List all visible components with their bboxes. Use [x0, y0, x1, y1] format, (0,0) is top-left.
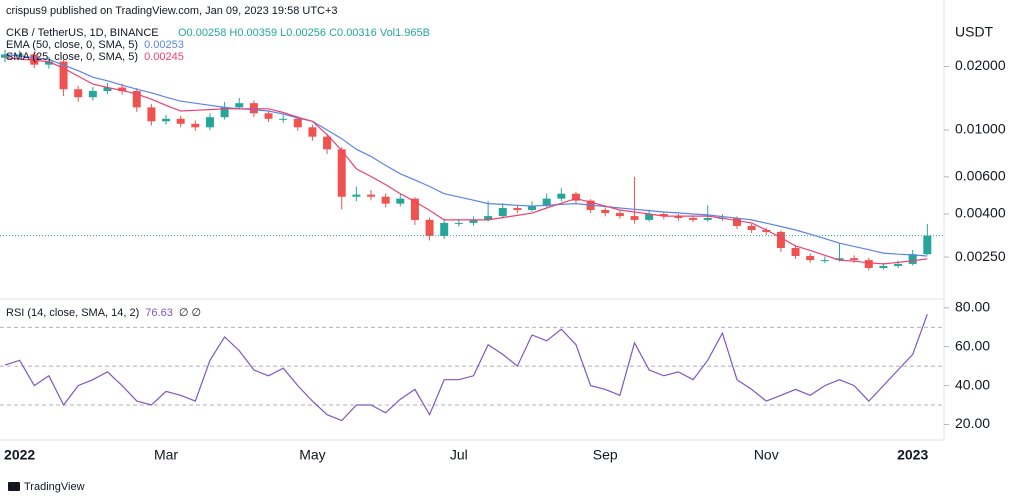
candle-body [762, 229, 771, 232]
candle-body [279, 118, 288, 120]
candle-body [235, 103, 244, 108]
candle-body [908, 254, 917, 264]
y-tick-label: 0.00400 [955, 205, 1006, 221]
candle-body [469, 219, 478, 223]
y-tick-label: 0.01000 [955, 121, 1006, 137]
candle-body [806, 255, 815, 261]
candle-body [733, 217, 741, 226]
legend-value: 76.63 [145, 307, 173, 319]
candle-body [835, 258, 844, 261]
indicator-line [4, 57, 928, 265]
published-note: crispus9 published on TradingView.com, J… [6, 5, 338, 17]
candle-body [118, 87, 127, 92]
price-unit: USDT [955, 24, 994, 40]
candle-body [44, 61, 53, 65]
candle-body [88, 91, 97, 98]
candle-body [103, 87, 112, 92]
candle-body [498, 208, 507, 217]
candle-body [894, 263, 903, 266]
candle-body [440, 222, 449, 236]
x-tick-label: May [299, 447, 325, 463]
legend-entry: SMA (25, close, 0, SMA, 5) [6, 51, 138, 63]
candle-body [645, 214, 654, 220]
candle-body [381, 196, 390, 204]
y-tick-label: 40.00 [955, 376, 990, 392]
candle-body [293, 118, 302, 128]
candle-body [74, 89, 83, 98]
symbol: CKB / TetherUS, 1D, BINANCE [6, 27, 159, 39]
candle-body [659, 214, 668, 217]
x-tick-label: Sep [593, 447, 618, 463]
candle-body [176, 118, 185, 124]
candle-body [557, 193, 566, 199]
candle-body [923, 235, 932, 255]
candle-body [1, 54, 9, 58]
legend-value: 0.00245 [144, 51, 184, 63]
candle-body [542, 198, 551, 207]
x-tick-label: 2023 [897, 447, 928, 463]
candle-body [791, 248, 800, 256]
candle-body [220, 107, 229, 118]
candle-body [147, 107, 156, 122]
candle-body [410, 198, 419, 220]
candle-body [513, 208, 522, 210]
candle-body [30, 54, 39, 65]
candle-body [323, 136, 332, 150]
footer-brand: TradingView [24, 481, 85, 493]
rsi-line [4, 314, 928, 422]
candle-body [630, 216, 639, 220]
candle-body [776, 231, 785, 249]
candle-body [747, 225, 756, 230]
candle-body [396, 198, 405, 204]
x-tick-label: Jul [450, 447, 468, 463]
candle-body [15, 54, 24, 56]
indicator-line [4, 53, 928, 257]
x-tick-label: Nov [754, 447, 779, 463]
candle-body [367, 194, 375, 197]
legend-entry: EMA (50, close, 0, SMA, 5) [6, 39, 138, 51]
candle-body [703, 217, 712, 220]
legend-suffix: ∅ ∅ [179, 307, 201, 319]
candle-body [674, 216, 683, 218]
candle-body [454, 222, 463, 224]
candle-body [337, 149, 346, 197]
candle-body [191, 123, 200, 128]
x-tick-label: 2022 [4, 447, 35, 463]
candle-body [615, 213, 624, 217]
y-tick-label: 0.02000 [955, 57, 1006, 73]
candle-body [132, 91, 141, 108]
candle-body [264, 113, 273, 119]
candle-body [571, 193, 580, 201]
candle-body [879, 265, 888, 268]
candle-body [601, 209, 610, 214]
candle-body [850, 258, 859, 261]
ohlc: O0.00258 H0.00359 L0.00256 C0.00316 Vol1… [178, 27, 430, 39]
x-tick-label: Mar [154, 447, 178, 463]
candle-body [528, 206, 537, 210]
legend-value: 0.00253 [144, 39, 184, 51]
y-tick-label: 20.00 [955, 415, 990, 431]
legend-entry: RSI (14, close, SMA, 14, 2) [6, 307, 139, 319]
candle-body [425, 219, 434, 236]
candle-body [864, 260, 873, 268]
y-tick-label: 80.00 [955, 298, 990, 314]
candle-body [205, 117, 214, 128]
candle-body [162, 118, 171, 122]
candle-body [308, 127, 317, 137]
candle-body [689, 217, 698, 220]
y-tick-label: 60.00 [955, 337, 990, 353]
candle-body [484, 216, 493, 220]
candle-body [820, 260, 829, 262]
candle-body [352, 194, 361, 197]
y-tick-label: 0.00250 [955, 248, 1006, 264]
y-tick-label: 0.00600 [955, 168, 1006, 184]
brand-logo [8, 482, 20, 491]
candle-body [59, 61, 68, 90]
